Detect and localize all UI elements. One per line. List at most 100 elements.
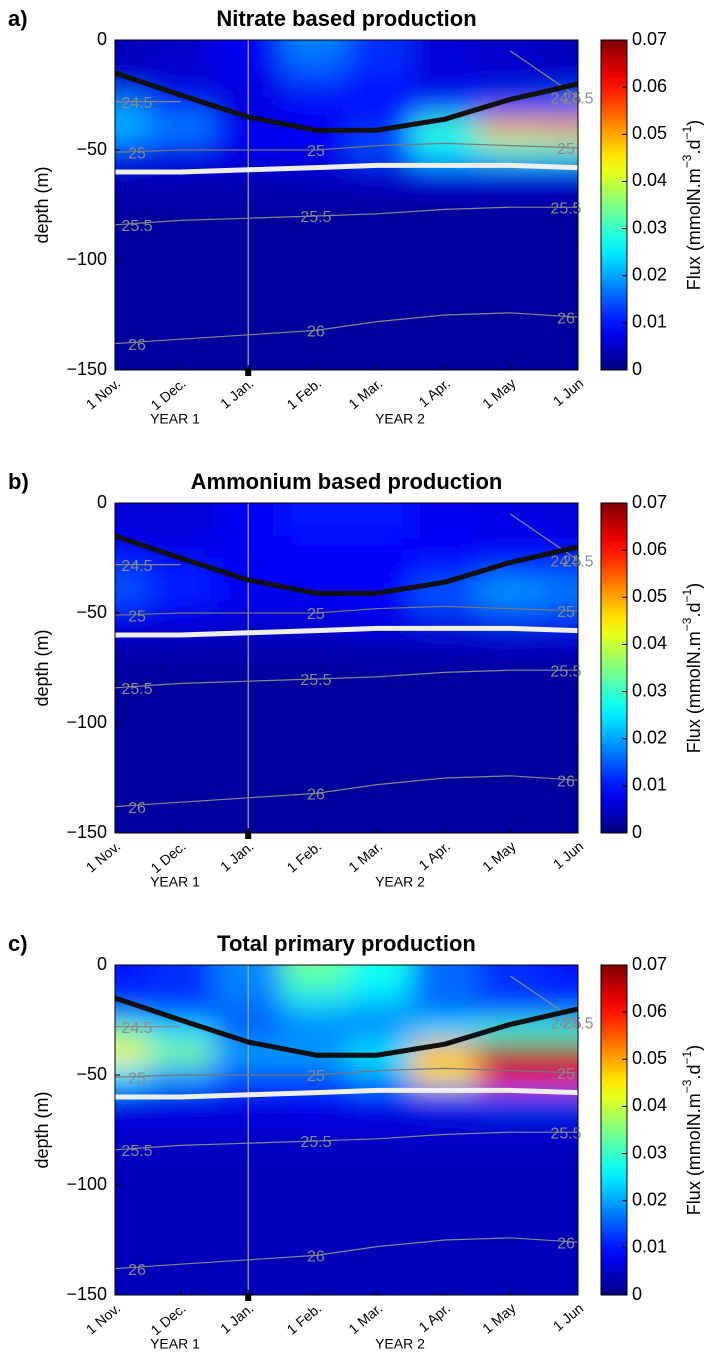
cell [147, 359, 215, 370]
colorbar-label: Flux (mmolN.m−3.d−1) [680, 120, 704, 290]
contour-label: 25 [307, 1068, 325, 1085]
colorbar-label-part: Flux (mmolN.m [684, 1093, 704, 1215]
cell [115, 690, 149, 713]
cell [346, 1262, 412, 1285]
cell [346, 51, 412, 74]
cell [477, 536, 545, 559]
cell [282, 998, 347, 1021]
cell [147, 227, 215, 250]
colorbar-label-part: Flux (mmolN.m [684, 168, 704, 290]
cell [477, 756, 545, 779]
cell [282, 359, 347, 370]
cell [282, 227, 347, 250]
cell [346, 668, 412, 691]
cell [147, 1020, 215, 1043]
colorbar-tick-label: 0.02 [632, 727, 667, 747]
x-tick-label: 1 Apr. [415, 838, 453, 873]
colorbar-label: Flux (mmolN.m−3.d−1) [680, 583, 704, 753]
contour-label: 26 [307, 1249, 325, 1266]
cell [477, 646, 545, 669]
cell [115, 822, 149, 833]
plot-frame [114, 39, 579, 371]
depth-line [115, 995, 578, 1058]
cell [346, 536, 412, 559]
x-tick-label: 1 Mar. [345, 1300, 385, 1337]
colorbar-tick-label: 0.05 [632, 123, 667, 143]
cell [544, 1174, 578, 1197]
y-tick-label: −150 [66, 822, 107, 842]
cell [147, 337, 215, 360]
cell [477, 514, 545, 537]
cell [346, 1284, 412, 1295]
y-axis-label: depth (m) [32, 1091, 52, 1168]
cell [115, 976, 149, 999]
cell [477, 1108, 545, 1131]
cell [477, 690, 545, 713]
contour-label: 26 [128, 800, 146, 817]
contour-line [115, 775, 578, 808]
cell [282, 1108, 347, 1131]
cell [346, 139, 412, 162]
cell [147, 536, 215, 559]
contour-label: 24.5 [550, 553, 581, 570]
depth-line [115, 70, 578, 133]
cell [147, 51, 215, 74]
cell [115, 668, 149, 691]
cell [346, 800, 412, 823]
cell [346, 1196, 412, 1219]
cell [282, 976, 347, 999]
contour-label: 25 [128, 1070, 146, 1087]
colorbar-label-part: −3 [680, 617, 694, 631]
cell [346, 503, 412, 515]
cell [282, 503, 347, 515]
contour-line [115, 206, 578, 226]
panel: 24.5 24.524.525 25 2525.525.525.5262626−150… [8, 931, 704, 1352]
cell [477, 1130, 545, 1153]
cell [477, 1218, 545, 1241]
cell [544, 602, 578, 625]
cell [346, 40, 412, 52]
cell [544, 1218, 578, 1241]
cell [410, 734, 479, 757]
cell [115, 734, 149, 757]
cell [346, 227, 412, 250]
cell [282, 690, 347, 713]
contour-label: 25 [307, 143, 325, 160]
cell [115, 536, 149, 559]
colorbar-label-part: .d [684, 602, 704, 617]
cell [115, 778, 149, 801]
y-tick-label: 0 [97, 29, 107, 49]
cell [544, 1284, 578, 1295]
year-marker [245, 1293, 252, 1301]
cell [544, 315, 578, 338]
cell [346, 1174, 412, 1197]
cell [282, 558, 347, 581]
cell [477, 1042, 545, 1065]
cell [115, 998, 149, 1021]
contour-label: 25 [557, 141, 575, 158]
cell [115, 117, 149, 140]
chart-title: Total primary production [217, 931, 476, 956]
cell [410, 337, 479, 360]
colorbar-tick-label: 0.01 [632, 775, 667, 795]
cell [410, 1196, 479, 1219]
x-tick-label: 1 Apr. [415, 375, 453, 410]
cell [544, 1196, 578, 1219]
cell [147, 800, 215, 823]
cell [282, 712, 347, 735]
cell [346, 95, 412, 118]
cell [147, 249, 215, 272]
cell [115, 580, 149, 603]
cell [544, 712, 578, 735]
cell [115, 183, 149, 206]
x-tick-label: 1 Jun [550, 838, 587, 872]
x-tick-label: 1 Nov. [83, 1300, 123, 1338]
y-tick-label: 0 [97, 492, 107, 512]
colorbar-label-part: ) [684, 120, 704, 126]
colorbar-tick-label: 0 [632, 1284, 642, 1304]
cell [282, 1020, 347, 1043]
cell [410, 1284, 479, 1295]
cell [477, 315, 545, 338]
cell [147, 1174, 215, 1197]
cell [147, 1284, 215, 1295]
